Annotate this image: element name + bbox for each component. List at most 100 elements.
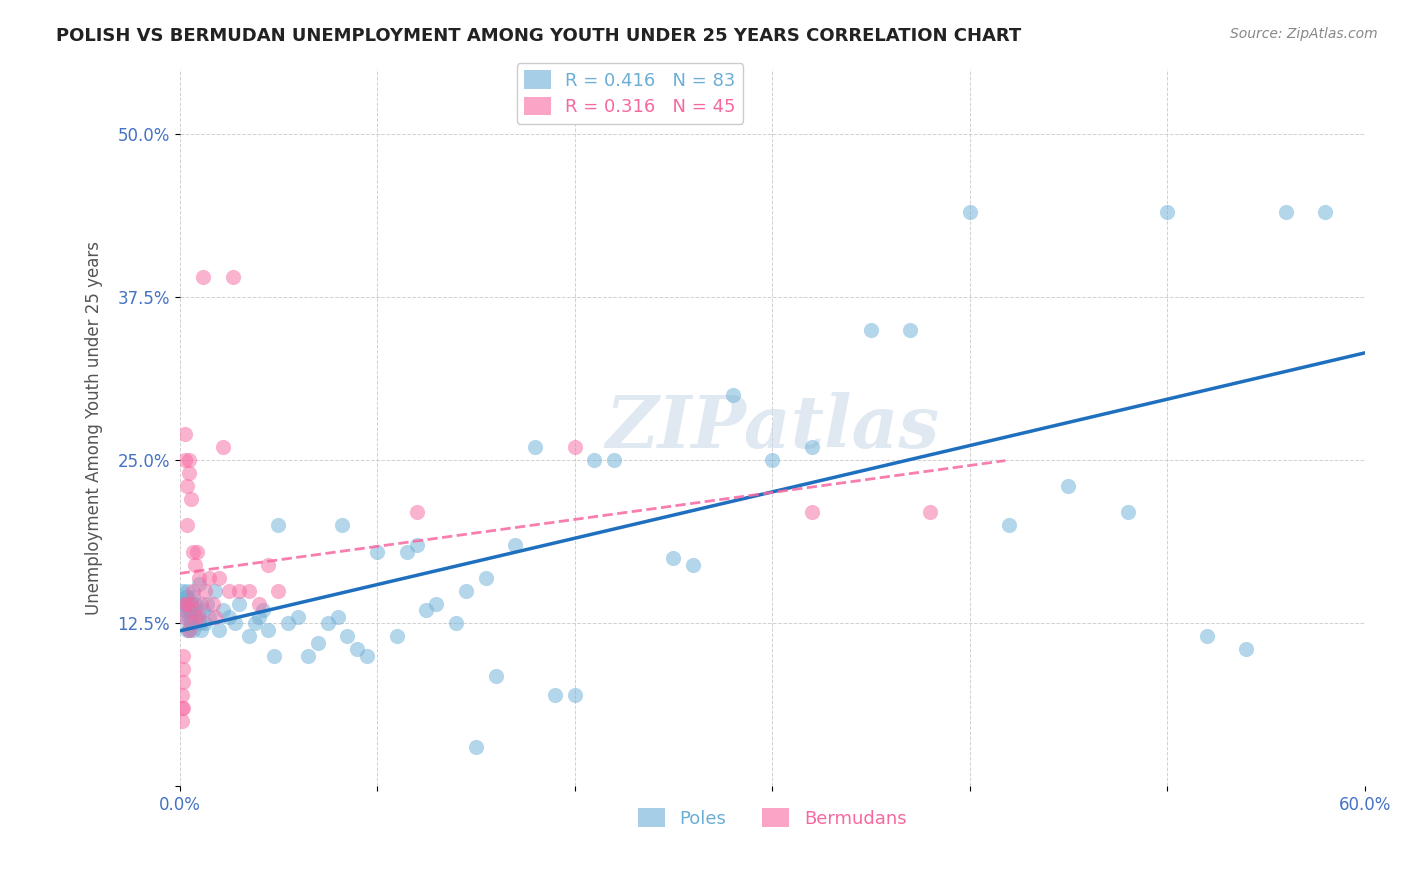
Text: ZIPatlas: ZIPatlas	[605, 392, 939, 463]
Point	[1234, 642, 1257, 657]
Point	[174, 453, 197, 467]
Point	[174, 603, 197, 617]
Point	[238, 629, 260, 643]
Point	[170, 688, 193, 702]
Point	[252, 603, 274, 617]
Point	[198, 571, 221, 585]
Point	[1195, 629, 1218, 643]
Point	[316, 616, 339, 631]
Point	[190, 597, 212, 611]
Point	[218, 609, 240, 624]
Point	[179, 466, 201, 480]
Point	[564, 440, 586, 454]
Point	[176, 597, 198, 611]
Point	[179, 603, 201, 617]
Point	[326, 609, 349, 624]
Point	[336, 629, 359, 643]
Point	[454, 583, 477, 598]
Point	[247, 597, 270, 611]
Point	[194, 583, 217, 598]
Point	[1116, 505, 1139, 519]
Point	[208, 623, 231, 637]
Point	[173, 675, 195, 690]
Point	[405, 538, 427, 552]
Point	[257, 558, 280, 572]
Point	[859, 323, 882, 337]
Point	[564, 688, 586, 702]
Point	[682, 558, 704, 572]
Point	[395, 544, 418, 558]
Point	[184, 597, 207, 611]
Point	[174, 597, 197, 611]
Point	[900, 323, 922, 337]
Point	[243, 616, 266, 631]
Point	[173, 701, 195, 715]
Point	[425, 597, 447, 611]
Point	[204, 609, 226, 624]
Point	[188, 577, 211, 591]
Point	[179, 623, 201, 637]
Y-axis label: Unemployment Among Youth under 25 years: Unemployment Among Youth under 25 years	[86, 241, 103, 615]
Text: Source: ZipAtlas.com: Source: ZipAtlas.com	[1230, 27, 1378, 41]
Point	[257, 623, 280, 637]
Point	[224, 616, 246, 631]
Point	[183, 544, 205, 558]
Point	[356, 648, 378, 663]
Point	[184, 558, 207, 572]
Point	[444, 616, 467, 631]
Point	[179, 623, 201, 637]
Point	[183, 583, 205, 598]
Point	[761, 453, 783, 467]
Point	[174, 427, 197, 442]
Point	[405, 505, 427, 519]
Point	[193, 270, 215, 285]
Point	[920, 505, 942, 519]
Point	[179, 453, 201, 467]
Point	[800, 505, 823, 519]
Point	[307, 636, 329, 650]
Point	[267, 518, 290, 533]
Point	[173, 662, 195, 676]
Point	[176, 623, 198, 637]
Point	[173, 597, 195, 611]
Point	[180, 609, 202, 624]
Point	[662, 551, 685, 566]
Point	[366, 544, 388, 558]
Point	[179, 609, 201, 624]
Point	[484, 668, 506, 682]
Point	[183, 623, 205, 637]
Point	[1057, 479, 1080, 493]
Point	[222, 270, 245, 285]
Point	[959, 205, 981, 219]
Point	[263, 648, 285, 663]
Point	[218, 583, 240, 598]
Point	[277, 616, 299, 631]
Point	[198, 609, 221, 624]
Point	[228, 597, 250, 611]
Point	[190, 623, 212, 637]
Point	[385, 629, 408, 643]
Point	[195, 597, 218, 611]
Point	[212, 603, 235, 617]
Point	[721, 388, 744, 402]
Point	[180, 597, 202, 611]
Point	[184, 609, 207, 624]
Point	[330, 518, 353, 533]
Point	[174, 609, 197, 624]
Point	[212, 440, 235, 454]
Point	[194, 616, 217, 631]
Point	[544, 688, 567, 702]
Point	[170, 583, 193, 598]
Point	[524, 440, 547, 454]
Point	[176, 583, 198, 598]
Point	[603, 453, 626, 467]
Text: POLISH VS BERMUDAN UNEMPLOYMENT AMONG YOUTH UNDER 25 YEARS CORRELATION CHART: POLISH VS BERMUDAN UNEMPLOYMENT AMONG YO…	[56, 27, 1022, 45]
Point	[184, 603, 207, 617]
Point	[193, 603, 215, 617]
Point	[174, 597, 197, 611]
Point	[415, 603, 437, 617]
Point	[188, 616, 211, 631]
Point	[346, 642, 368, 657]
Point	[183, 591, 205, 605]
Point	[464, 740, 486, 755]
